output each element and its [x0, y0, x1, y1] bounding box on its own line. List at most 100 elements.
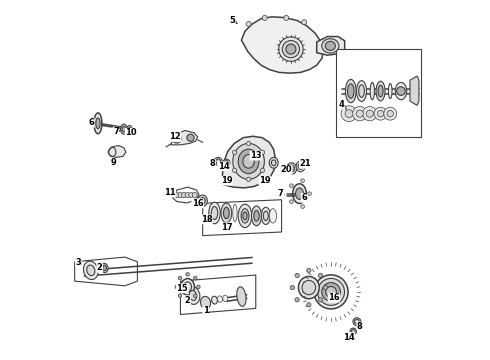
- Ellipse shape: [243, 212, 247, 220]
- Text: 7: 7: [113, 127, 119, 136]
- Circle shape: [345, 110, 353, 118]
- Circle shape: [260, 150, 265, 154]
- Ellipse shape: [347, 84, 354, 98]
- Ellipse shape: [101, 263, 108, 273]
- Ellipse shape: [87, 265, 95, 276]
- Text: 1: 1: [203, 306, 208, 315]
- Ellipse shape: [211, 207, 218, 220]
- Ellipse shape: [318, 278, 344, 305]
- Polygon shape: [171, 131, 197, 145]
- Ellipse shape: [121, 124, 127, 134]
- Circle shape: [356, 110, 364, 117]
- Text: 6: 6: [89, 118, 95, 127]
- Circle shape: [353, 107, 367, 121]
- Ellipse shape: [355, 319, 359, 324]
- Ellipse shape: [351, 329, 355, 333]
- Text: 20: 20: [280, 166, 292, 175]
- Polygon shape: [317, 37, 344, 55]
- Ellipse shape: [357, 81, 367, 102]
- Circle shape: [192, 193, 197, 198]
- Text: 8: 8: [357, 322, 363, 331]
- Polygon shape: [242, 17, 323, 73]
- Ellipse shape: [233, 204, 237, 222]
- Text: 14: 14: [343, 333, 355, 342]
- Ellipse shape: [254, 211, 259, 221]
- Circle shape: [172, 134, 181, 143]
- Polygon shape: [180, 275, 256, 315]
- Text: 16: 16: [192, 199, 203, 208]
- Ellipse shape: [370, 82, 374, 100]
- Text: 9: 9: [110, 158, 116, 167]
- Polygon shape: [74, 257, 137, 286]
- Ellipse shape: [200, 296, 211, 309]
- Circle shape: [374, 107, 387, 120]
- Ellipse shape: [241, 209, 249, 223]
- Circle shape: [181, 193, 187, 198]
- Ellipse shape: [378, 85, 383, 97]
- Circle shape: [194, 276, 197, 280]
- Ellipse shape: [102, 265, 106, 270]
- Circle shape: [307, 268, 311, 273]
- Ellipse shape: [209, 202, 221, 224]
- Text: 19: 19: [259, 176, 270, 185]
- Ellipse shape: [198, 195, 207, 207]
- Ellipse shape: [126, 126, 132, 134]
- Circle shape: [186, 298, 190, 301]
- Text: 8: 8: [210, 159, 216, 168]
- Circle shape: [290, 200, 293, 203]
- Ellipse shape: [212, 296, 218, 304]
- Ellipse shape: [314, 275, 348, 309]
- Circle shape: [178, 276, 182, 280]
- Circle shape: [295, 298, 299, 302]
- Circle shape: [323, 285, 327, 290]
- Ellipse shape: [322, 283, 341, 301]
- Ellipse shape: [221, 203, 232, 223]
- Ellipse shape: [296, 161, 305, 172]
- Circle shape: [246, 141, 251, 145]
- Text: 12: 12: [169, 132, 181, 141]
- Circle shape: [308, 192, 311, 195]
- Text: 5: 5: [229, 16, 235, 25]
- Circle shape: [377, 111, 384, 117]
- Ellipse shape: [293, 184, 306, 203]
- Circle shape: [260, 168, 265, 172]
- Ellipse shape: [122, 126, 125, 132]
- Ellipse shape: [345, 80, 356, 103]
- Text: 7: 7: [278, 189, 284, 198]
- Text: 2: 2: [185, 296, 191, 305]
- Ellipse shape: [243, 154, 254, 168]
- Circle shape: [301, 179, 304, 183]
- Ellipse shape: [325, 41, 335, 50]
- Text: 6: 6: [301, 193, 307, 202]
- Text: 13: 13: [250, 151, 262, 160]
- Ellipse shape: [223, 159, 230, 166]
- Ellipse shape: [270, 209, 276, 223]
- Circle shape: [185, 193, 190, 198]
- Ellipse shape: [189, 291, 196, 301]
- Text: 15: 15: [176, 284, 188, 293]
- Ellipse shape: [289, 165, 294, 172]
- Ellipse shape: [322, 39, 339, 53]
- Text: 4: 4: [339, 100, 345, 109]
- Circle shape: [175, 285, 179, 289]
- Ellipse shape: [389, 84, 392, 99]
- Text: 10: 10: [125, 128, 137, 137]
- Polygon shape: [410, 76, 419, 105]
- Circle shape: [290, 285, 294, 290]
- Ellipse shape: [238, 149, 259, 174]
- Ellipse shape: [96, 118, 100, 129]
- Polygon shape: [203, 200, 282, 235]
- Circle shape: [246, 22, 251, 27]
- Ellipse shape: [94, 113, 102, 134]
- Ellipse shape: [184, 282, 192, 292]
- Text: 11: 11: [164, 188, 175, 197]
- Ellipse shape: [238, 204, 252, 228]
- Ellipse shape: [263, 211, 269, 221]
- Text: 16: 16: [328, 293, 340, 302]
- Text: 17: 17: [220, 223, 232, 232]
- Circle shape: [290, 184, 293, 188]
- Circle shape: [387, 111, 393, 117]
- Ellipse shape: [224, 161, 228, 165]
- Circle shape: [341, 106, 357, 122]
- Circle shape: [186, 273, 190, 276]
